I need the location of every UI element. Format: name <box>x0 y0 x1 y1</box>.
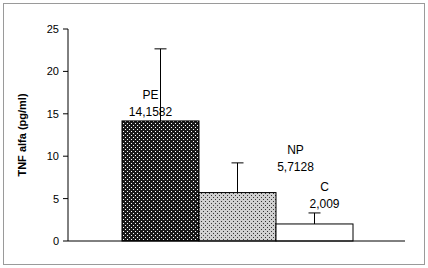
y-tick <box>63 29 68 30</box>
error-cap <box>155 48 167 49</box>
category-label: PE <box>142 88 158 102</box>
category-label: NP <box>287 143 304 157</box>
y-tick-label: 15 <box>47 108 59 120</box>
y-axis <box>68 29 69 241</box>
bar <box>122 121 199 241</box>
frame <box>4 4 425 265</box>
data-label: 2,009 <box>309 197 339 211</box>
y-tick <box>63 113 68 114</box>
y-axis-title: TNF alfa (pg/ml) <box>16 93 28 176</box>
x-axis <box>68 241 405 242</box>
y-tick <box>63 241 68 242</box>
error-cap <box>309 212 321 213</box>
y-tick-label: 25 <box>47 23 59 35</box>
y-tick-label: 10 <box>47 150 59 162</box>
y-tick <box>63 156 68 157</box>
data-label: 14,1582 <box>129 105 173 119</box>
bar <box>199 193 276 241</box>
error-cap <box>232 162 244 163</box>
y-tick <box>63 198 68 199</box>
y-tick-label: 20 <box>47 65 59 77</box>
category-label: C <box>320 180 329 194</box>
bar <box>276 224 353 241</box>
chart: 0 5 10 15 20 25 TNF alfa (pg/ml) PE 14,1582 NP 5,7… <box>0 0 428 268</box>
y-tick <box>63 71 68 72</box>
y-tick-label: 5 <box>53 193 59 205</box>
y-tick-label: 0 <box>53 235 59 247</box>
data-label: 5,7128 <box>277 160 314 174</box>
